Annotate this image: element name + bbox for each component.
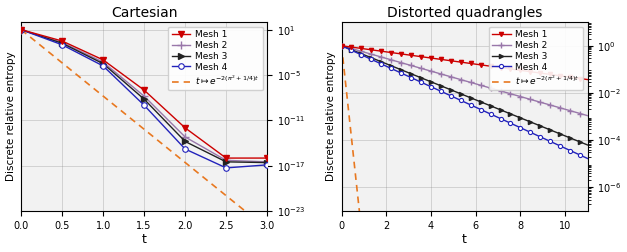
Mesh 2 <box>564 108 571 111</box>
Mesh 2 <box>18 28 25 31</box>
$t \mapsto e^{-2(\pi^2+1/4)t}$ <box>164 147 171 150</box>
Line: $t \mapsto e^{-2(\pi^2+1/4)t}$: $t \mapsto e^{-2(\pi^2+1/4)t}$ <box>21 30 267 229</box>
Mesh 2 <box>465 80 472 83</box>
$t \mapsto e^{-2(\pi^2+1/4)t}$ <box>263 227 271 230</box>
Mesh 2 <box>571 111 579 114</box>
$t \mapsto e^{-2(\pi^2+1/4)t}$ <box>224 196 232 199</box>
Mesh 1 <box>338 44 345 47</box>
Legend: Mesh 1, Mesh 2, Mesh 3, Mesh 4, $t \mapsto e^{-2(\pi^2+1/4)t}$: Mesh 1, Mesh 2, Mesh 3, Mesh 4, $t \maps… <box>489 27 583 90</box>
Mesh 3 <box>181 140 189 143</box>
Title: Distorted quadrangles: Distorted quadrangles <box>387 6 542 20</box>
Mesh 3 <box>385 63 393 66</box>
Mesh 3 <box>584 143 591 146</box>
$t \mapsto e^{-2(\pi^2+1/4)t}$ <box>340 72 348 75</box>
Mesh 4 <box>58 43 66 46</box>
Mesh 4 <box>564 148 571 151</box>
Mesh 4 <box>395 70 403 73</box>
Mesh 2 <box>58 41 66 44</box>
Mesh 1 <box>485 64 492 67</box>
$t \mapsto e^{-2(\pi^2+1/4)t}$ <box>340 62 347 66</box>
Mesh 2 <box>99 61 107 64</box>
Line: Mesh 1: Mesh 1 <box>18 27 270 161</box>
Line: $t \mapsto e^{-2(\pi^2+1/4)t}$: $t \mapsto e^{-2(\pi^2+1/4)t}$ <box>342 46 391 252</box>
Legend: Mesh 1, Mesh 2, Mesh 3, Mesh 4, $t \mapsto e^{-2(\pi^2+1/4)t}$: Mesh 1, Mesh 2, Mesh 3, Mesh 4, $t \maps… <box>169 27 263 90</box>
Mesh 3 <box>571 138 579 141</box>
Mesh 2 <box>395 60 403 64</box>
Mesh 4 <box>99 65 107 68</box>
Mesh 1 <box>571 76 579 79</box>
Mesh 3 <box>465 95 472 98</box>
Mesh 3 <box>18 28 25 31</box>
Line: Mesh 4: Mesh 4 <box>339 44 589 161</box>
Mesh 4 <box>181 147 189 150</box>
Mesh 4 <box>485 111 492 114</box>
Title: Cartesian: Cartesian <box>111 6 177 20</box>
Mesh 1 <box>181 126 189 129</box>
Mesh 1 <box>584 78 591 81</box>
Mesh 3 <box>338 44 345 47</box>
Mesh 1 <box>385 51 393 54</box>
Mesh 3 <box>223 160 230 163</box>
Mesh 1 <box>465 62 472 65</box>
Mesh 2 <box>263 160 271 163</box>
Mesh 3 <box>564 135 571 138</box>
Mesh 1 <box>395 52 403 55</box>
Line: Mesh 2: Mesh 2 <box>17 25 271 166</box>
Mesh 4 <box>385 66 393 69</box>
Mesh 2 <box>181 135 189 138</box>
Mesh 3 <box>263 161 271 164</box>
Mesh 1 <box>223 156 230 160</box>
Mesh 1 <box>140 89 148 92</box>
Mesh 1 <box>99 58 107 61</box>
$t \mapsto e^{-2(\pi^2+1/4)t}$ <box>18 28 25 31</box>
Mesh 3 <box>99 62 107 65</box>
$t \mapsto e^{-2(\pi^2+1/4)t}$ <box>163 146 171 149</box>
Mesh 1 <box>564 75 571 78</box>
Y-axis label: Discrete relative entropy: Discrete relative entropy <box>6 52 16 181</box>
$t \mapsto e^{-2(\pi^2+1/4)t}$ <box>347 129 354 132</box>
Mesh 2 <box>223 159 230 162</box>
Line: Mesh 3: Mesh 3 <box>18 27 270 165</box>
Mesh 4 <box>263 163 271 166</box>
Y-axis label: Discrete relative entropy: Discrete relative entropy <box>326 52 336 181</box>
Mesh 3 <box>140 98 148 101</box>
Mesh 2 <box>485 86 492 89</box>
Mesh 4 <box>584 157 591 160</box>
Mesh 2 <box>140 94 148 98</box>
Line: Mesh 4: Mesh 4 <box>18 27 270 171</box>
Mesh 1 <box>58 40 66 43</box>
Mesh 3 <box>395 67 403 70</box>
Line: Mesh 2: Mesh 2 <box>338 42 591 119</box>
Mesh 2 <box>584 114 591 117</box>
Mesh 2 <box>338 44 345 47</box>
$t \mapsto e^{-2(\pi^2+1/4)t}$ <box>168 150 176 153</box>
Line: Mesh 3: Mesh 3 <box>339 44 589 147</box>
Mesh 4 <box>140 104 148 107</box>
$t \mapsto e^{-2(\pi^2+1/4)t}$ <box>338 44 345 47</box>
Mesh 1 <box>263 156 271 160</box>
$t \mapsto e^{-2(\pi^2+1/4)t}$ <box>18 29 26 32</box>
Mesh 4 <box>338 44 345 47</box>
$t \mapsto e^{-2(\pi^2+1/4)t}$ <box>240 209 248 212</box>
X-axis label: t: t <box>462 233 467 246</box>
Mesh 4 <box>465 102 472 105</box>
Mesh 1 <box>18 28 25 31</box>
$t \mapsto e^{-2(\pi^2+1/4)t}$ <box>351 166 359 169</box>
Mesh 3 <box>58 42 66 45</box>
Mesh 2 <box>385 58 393 61</box>
Mesh 4 <box>223 166 230 169</box>
Line: Mesh 1: Mesh 1 <box>339 44 589 82</box>
Mesh 4 <box>18 28 25 31</box>
Mesh 3 <box>485 103 492 106</box>
Mesh 4 <box>571 151 579 154</box>
X-axis label: t: t <box>142 233 147 246</box>
